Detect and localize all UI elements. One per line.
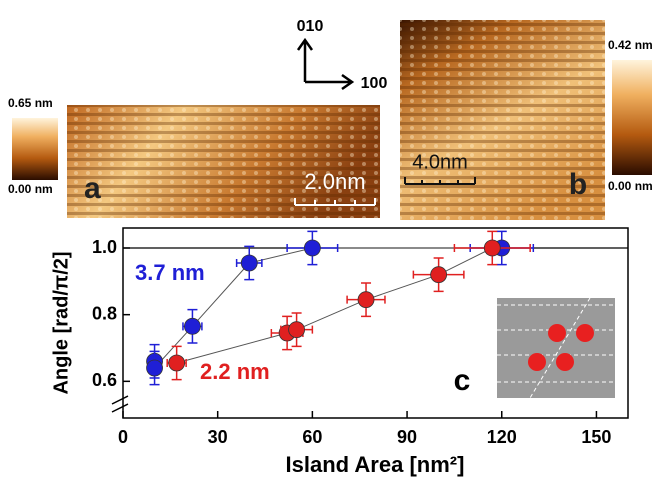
series-label: 3.7 nm: [135, 260, 205, 285]
y-tick-label: 0.6: [92, 370, 117, 390]
scale-label: 4.0nm: [412, 151, 468, 173]
point: [146, 359, 163, 377]
direction-label: 010: [297, 18, 324, 35]
inset-dot: [528, 353, 546, 371]
point: [303, 239, 321, 257]
x-tick-label: 90: [397, 427, 417, 447]
inset-dot: [548, 324, 566, 342]
direction-label: 100: [361, 75, 388, 92]
stm-texture: [400, 20, 605, 220]
colorbar: [12, 118, 58, 180]
point: [430, 266, 448, 284]
axis-break: [111, 395, 129, 413]
panel-label: a: [84, 172, 101, 205]
colorbar-max: 0.65 nm: [8, 96, 53, 110]
point: [483, 239, 501, 257]
point: [288, 321, 305, 339]
inset-dot: [576, 324, 594, 342]
y-tick-label: 0.8: [92, 303, 117, 323]
colorbar-min: 0.00 nm: [8, 182, 53, 196]
scale-bar: [294, 198, 376, 206]
scale-label: 2.0nm: [304, 169, 365, 194]
x-tick-label: 120: [487, 427, 517, 447]
panel-label: b: [569, 168, 587, 201]
point: [184, 317, 201, 335]
x-tick-label: 0: [118, 427, 128, 447]
y-tick-label: 1.0: [92, 237, 117, 257]
connector: [154, 247, 502, 370]
point: [357, 291, 375, 309]
y-axis-label: Angle [rad/π/2]: [50, 251, 72, 394]
connector: [176, 247, 493, 364]
x-tick-label: 30: [208, 427, 228, 447]
colorbar-max: 0.42 nm: [608, 38, 653, 52]
direction-arrows: [296, 37, 355, 91]
x-tick-label: 150: [581, 427, 611, 447]
x-axis-label: Island Area [nm²]: [286, 452, 465, 477]
point: [168, 354, 186, 372]
x-tick-label: 60: [302, 427, 322, 447]
inset-image: [497, 298, 615, 398]
series-label: 2.2 nm: [200, 359, 270, 384]
inset-dot: [556, 353, 574, 371]
scale-bar: [404, 177, 476, 185]
point: [240, 254, 258, 272]
plot-frame: [122, 227, 629, 419]
colorbar: [612, 60, 652, 175]
colorbar-min: 0.00 nm: [608, 179, 653, 193]
panel-label: c: [454, 364, 471, 397]
inset-line: [529, 297, 591, 399]
stm-texture: [67, 105, 380, 218]
